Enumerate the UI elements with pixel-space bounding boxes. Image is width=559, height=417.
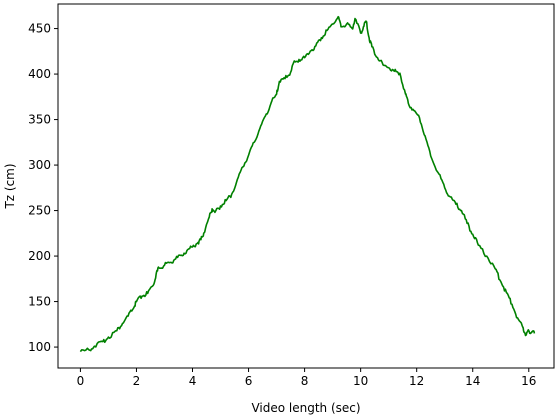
x-tick-label: 14	[465, 374, 480, 388]
x-tick-label: 4	[189, 374, 197, 388]
plot-frame	[57, 3, 555, 369]
y-tick-label: 450	[28, 22, 51, 36]
series-line-0	[79, 15, 536, 353]
x-tick-label: 16	[521, 374, 536, 388]
x-tick-label: 2	[133, 374, 141, 388]
y-tick-label: 350	[28, 113, 51, 127]
plot-area: 0 2 4 6 8 10 12 14 16 100 150 200 250 300 350 400 450	[28, 3, 555, 388]
y-tick-label: 150	[28, 295, 51, 309]
x-tick-label: 12	[409, 374, 424, 388]
x-tick-label: 10	[353, 374, 368, 388]
x-tick-label: 6	[245, 374, 253, 388]
y-tick-label: 200	[28, 249, 51, 263]
y-tick-label: 250	[28, 204, 51, 218]
x-tick-label: 0	[77, 374, 85, 388]
x-tick-label: 8	[301, 374, 309, 388]
y-axis-ticks: 100 150 200 250 300 350 400 450	[28, 22, 58, 354]
y-tick-label: 300	[28, 158, 51, 172]
x-axis-label: Video length (sec)	[251, 401, 360, 415]
series-layer	[79, 15, 536, 353]
x-axis-ticks: 0 2 4 6 8 10 12 14 16	[77, 368, 536, 388]
y-tick-label: 400	[28, 67, 51, 81]
y-tick-label: 100	[28, 340, 51, 354]
y-axis-label: Tz (cm)	[3, 163, 17, 209]
